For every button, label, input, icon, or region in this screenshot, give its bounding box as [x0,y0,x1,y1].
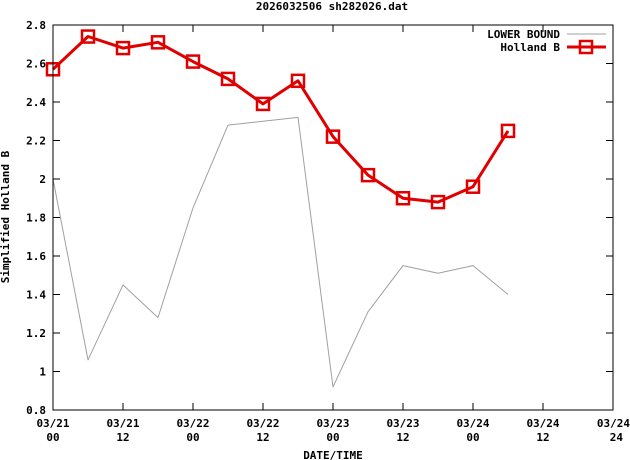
y-tick-label: 1.6 [26,250,46,263]
data-point-marker [395,191,411,206]
y-tick-label: 0.8 [26,404,46,417]
x-tick-time: 12 [256,431,269,444]
y-tick-label: 2 [39,173,46,186]
data-point-marker [115,40,131,56]
y-tick-label: 1 [39,366,46,379]
data-point-marker [325,129,341,144]
legend-label-lower-bound: LOWER BOUND [487,28,560,41]
series-line-lower-bound [52,116,509,388]
legend: LOWER BOUND Holland B [487,28,606,55]
tick-marks [52,24,614,411]
x-tick-date: 03/24 [526,417,559,430]
x-tick-date: 03/22 [246,417,279,430]
x-tick-date: 03/23 [386,417,419,430]
y-tick-label: 1.4 [26,289,46,302]
x-tick-time: 00 [46,431,59,444]
x-tick-date: 03/24 [456,417,489,430]
y-tick-label: 2.2 [26,135,46,148]
data-point-marker [430,194,446,210]
data-point-marker [185,54,201,69]
x-tick-time: 00 [326,431,339,444]
y-axis-label: Simplified Holland B [0,150,12,283]
x-tick-time: 12 [116,431,129,444]
data-point-marker [220,71,236,87]
x-tick-date: 03/24 [597,417,630,430]
series-layer [45,29,516,388]
x-tick-date: 03/22 [176,417,209,430]
y-tick-label: 2.8 [26,19,46,32]
data-point-marker [80,29,96,44]
legend-label-holland-b: Holland B [500,41,560,54]
data-point-marker [150,35,166,50]
y-tick-label: 2.6 [26,58,46,71]
x-tick-date: 03/21 [106,417,139,430]
y-tick-label: 2.4 [26,96,46,109]
y-tick-label: 1.8 [26,212,46,225]
x-tick-time: 00 [466,431,479,444]
data-point-marker [255,96,271,112]
x-tick-labels: 03/210003/211203/220003/221203/230003/23… [36,417,630,444]
x-tick-time: 24 [610,431,624,444]
legend-marker-holland-b [578,39,594,55]
y-tick-label: 1.2 [26,327,46,340]
data-point-marker [500,123,516,139]
x-tick-date: 03/21 [36,417,69,430]
x-tick-time: 12 [536,431,549,444]
data-point-marker [360,167,376,183]
plot-frame [52,24,614,411]
x-tick-time: 00 [186,431,199,444]
x-tick-time: 12 [396,431,409,444]
x-tick-date: 03/23 [316,417,349,430]
y-tick-labels: 0.8 1 1.2 1.4 1.6 1.8 2 2.2 2.4 2.6 2.8 [26,19,46,417]
x-axis-label: DATE/TIME [303,449,363,460]
data-point-marker [465,179,481,194]
chart-title: 2026032506 sh282026.dat [256,0,408,13]
data-point-marker [290,73,306,89]
